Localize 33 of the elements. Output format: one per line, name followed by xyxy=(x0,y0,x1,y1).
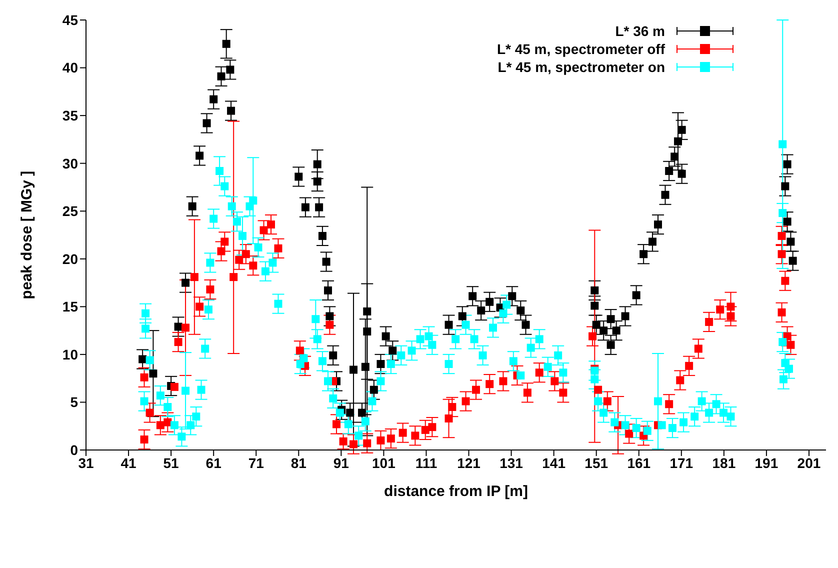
x-tick-label: 31 xyxy=(78,454,94,471)
y-tick-label: 30 xyxy=(62,155,78,172)
x-tick-label: 101 xyxy=(372,454,396,471)
legend-label: L* 45 m, spectrometer on xyxy=(498,59,665,75)
x-tick-label: 141 xyxy=(542,454,566,471)
x-tick-label: 131 xyxy=(500,454,524,471)
x-axis-title: distance from IP [m] xyxy=(384,483,528,500)
x-tick-label: 151 xyxy=(584,454,608,471)
x-tick-label: 181 xyxy=(712,454,736,471)
x-tick-label: 51 xyxy=(163,454,180,471)
y-tick-label: 5 xyxy=(70,394,78,410)
x-tick-label: 111 xyxy=(415,454,438,471)
x-tick-label: 201 xyxy=(797,454,821,471)
x-tick-label: 91 xyxy=(333,454,350,471)
x-tick-label: 191 xyxy=(754,454,778,471)
x-tick-label: 81 xyxy=(290,454,307,471)
x-tick-label: 41 xyxy=(120,454,137,471)
x-tick-label: 61 xyxy=(206,454,222,471)
y-tick-label: 35 xyxy=(62,108,78,124)
y-tick-label: 25 xyxy=(62,203,78,220)
y-tick-label: 15 xyxy=(62,298,78,315)
x-tick-label: 121 xyxy=(457,454,481,471)
legend-label: L* 36 m xyxy=(615,23,665,39)
y-tick-label: 0 xyxy=(70,442,78,458)
y-tick-label: 40 xyxy=(62,60,78,76)
x-tick-label: 171 xyxy=(670,454,694,471)
y-tick-label: 45 xyxy=(62,12,78,28)
x-tick-label: 161 xyxy=(627,454,651,471)
y-tick-label: 10 xyxy=(62,346,78,362)
x-tick-label: 71 xyxy=(248,454,264,471)
y-axis-title: peak dose [ MGy ] xyxy=(18,170,36,300)
y-tick-label: 20 xyxy=(62,250,78,267)
legend-label: L* 45 m, spectrometer off xyxy=(496,41,665,57)
